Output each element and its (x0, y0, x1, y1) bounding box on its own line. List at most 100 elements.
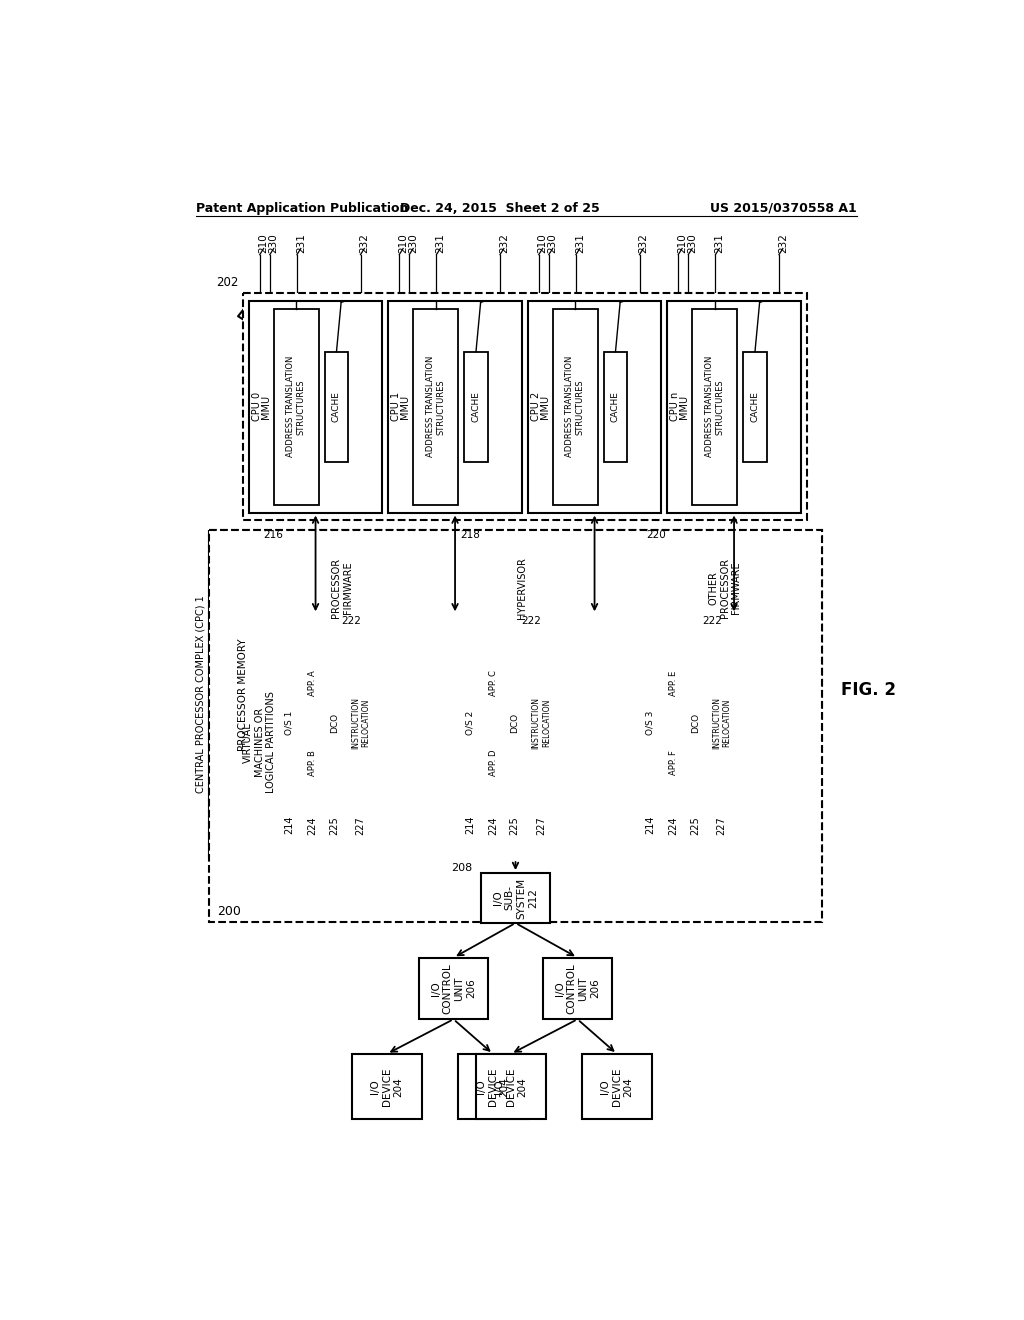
Text: O/S 1: O/S 1 (285, 711, 294, 735)
Text: DCO: DCO (691, 713, 699, 733)
Bar (243, 293, 807, 520)
Text: 224: 224 (669, 816, 679, 834)
Text: HYPERVISOR: HYPERVISOR (517, 557, 527, 619)
Text: ADDRESS TRANSLATION
STRUCTURES: ADDRESS TRANSLATION STRUCTURES (565, 356, 585, 458)
Text: 214: 214 (645, 816, 655, 834)
Text: 214: 214 (285, 816, 294, 834)
Text: 210: 210 (259, 234, 268, 253)
Text: I/O
DEVICE
204: I/O DEVICE 204 (371, 1068, 403, 1106)
Text: 227: 227 (717, 816, 727, 834)
Text: 225: 225 (329, 816, 339, 834)
Text: I/O
DEVICE
204: I/O DEVICE 204 (600, 1068, 634, 1106)
Text: 210: 210 (538, 234, 548, 253)
Text: CPU 2: CPU 2 (530, 392, 541, 421)
Text: 214: 214 (465, 816, 475, 834)
Bar (458, 1053, 528, 1119)
Text: CENTRAL PROCESSOR COMPLEX (CPC) 1: CENTRAL PROCESSOR COMPLEX (CPC) 1 (196, 595, 205, 793)
Text: 232: 232 (778, 234, 787, 253)
Bar (275, 642, 446, 804)
Bar (686, 645, 705, 801)
Text: CACHE: CACHE (751, 391, 760, 422)
Text: DCO: DCO (330, 713, 339, 733)
Text: CPU n: CPU n (670, 392, 680, 421)
Text: 231: 231 (574, 234, 585, 253)
Text: 220: 220 (646, 529, 667, 540)
Text: FIG. 2: FIG. 2 (841, 681, 896, 698)
Bar (583, 1053, 652, 1119)
Text: ADDRESS TRANSLATION
STRUCTURES: ADDRESS TRANSLATION STRUCTURES (705, 356, 724, 458)
Text: Patent Application Publication: Patent Application Publication (197, 202, 409, 215)
Text: 224: 224 (307, 816, 317, 834)
Text: 222: 222 (521, 616, 542, 626)
Bar (209, 529, 821, 923)
Text: 232: 232 (359, 234, 370, 253)
Bar (553, 309, 598, 506)
Text: 216: 216 (263, 529, 284, 540)
Text: 200: 200 (217, 906, 241, 919)
Bar (664, 645, 684, 722)
Text: I/O
DEVICE
204: I/O DEVICE 204 (476, 1068, 510, 1106)
Text: O/S 3: O/S 3 (646, 711, 655, 735)
Text: PROCESSOR MEMORY: PROCESSOR MEMORY (239, 638, 249, 751)
Text: INSTRUCTION
RELOCATION: INSTRUCTION RELOCATION (531, 697, 551, 750)
Text: I/O
DEVICE
204: I/O DEVICE 204 (495, 1068, 527, 1106)
Bar (457, 545, 589, 631)
Text: 230: 230 (548, 234, 558, 253)
Text: US 2015/0370558 A1: US 2015/0370558 A1 (710, 202, 856, 215)
Text: 224: 224 (488, 816, 498, 834)
Bar (643, 545, 807, 631)
Bar (388, 301, 521, 512)
Text: APP. D: APP. D (488, 750, 498, 776)
Bar (543, 958, 612, 1019)
Text: CPU 1: CPU 1 (391, 392, 401, 421)
Text: 210: 210 (677, 234, 687, 253)
Text: MMU: MMU (680, 395, 689, 418)
Bar (209, 529, 821, 859)
Bar (480, 873, 550, 923)
Text: CACHE: CACHE (471, 391, 480, 422)
Bar (707, 645, 736, 801)
Bar (692, 309, 737, 506)
Text: 225: 225 (690, 816, 700, 834)
Bar (260, 545, 424, 631)
Text: APP. B: APP. B (308, 750, 317, 776)
Text: PROCESSOR
FIRMWARE: PROCESSOR FIRMWARE (331, 558, 352, 618)
Text: Dec. 24, 2015  Sheet 2 of 25: Dec. 24, 2015 Sheet 2 of 25 (400, 202, 600, 215)
Bar (302, 725, 323, 801)
Text: MMU: MMU (261, 395, 271, 418)
Text: O/S 2: O/S 2 (465, 711, 474, 735)
Text: ADDRESS TRANSLATION
STRUCTURES: ADDRESS TRANSLATION STRUCTURES (426, 356, 445, 458)
Text: 227: 227 (537, 816, 546, 834)
Text: 222: 222 (341, 616, 361, 626)
Text: I/O
CONTROL
UNIT
206: I/O CONTROL UNIT 206 (431, 964, 476, 1014)
Text: 231: 231 (296, 234, 306, 253)
Bar (664, 725, 684, 801)
Text: 218: 218 (461, 529, 480, 540)
Text: 202: 202 (216, 276, 239, 289)
Text: CACHE: CACHE (332, 391, 341, 422)
Bar (483, 645, 503, 722)
Bar (743, 351, 767, 462)
Text: APP. F: APP. F (669, 750, 678, 775)
Text: CACHE: CACHE (611, 391, 620, 422)
Text: I/O
CONTROL
UNIT
206: I/O CONTROL UNIT 206 (555, 964, 600, 1014)
Text: 230: 230 (268, 234, 279, 253)
Bar (459, 645, 480, 801)
Bar (346, 645, 375, 801)
Text: 227: 227 (355, 816, 366, 834)
Text: ADDRESS TRANSLATION
STRUCTURES: ADDRESS TRANSLATION STRUCTURES (287, 356, 306, 458)
Text: APP. A: APP. A (308, 671, 317, 697)
Text: INSTRUCTION
RELOCATION: INSTRUCTION RELOCATION (712, 697, 731, 750)
Bar (604, 351, 627, 462)
Bar (325, 351, 348, 462)
Text: CPU 0: CPU 0 (252, 392, 262, 421)
Text: MMU: MMU (540, 395, 550, 418)
Bar (526, 645, 556, 801)
Text: I/O
SUB-
SYSTEM
212: I/O SUB- SYSTEM 212 (494, 878, 538, 919)
Text: 225: 225 (510, 816, 520, 834)
Bar (249, 301, 382, 512)
Text: VIRTUAL
MACHINES OR
LOGICAL PARTITIONS: VIRTUAL MACHINES OR LOGICAL PARTITIONS (243, 692, 276, 793)
Bar (279, 645, 300, 801)
Bar (325, 645, 343, 801)
Text: 230: 230 (409, 234, 418, 253)
